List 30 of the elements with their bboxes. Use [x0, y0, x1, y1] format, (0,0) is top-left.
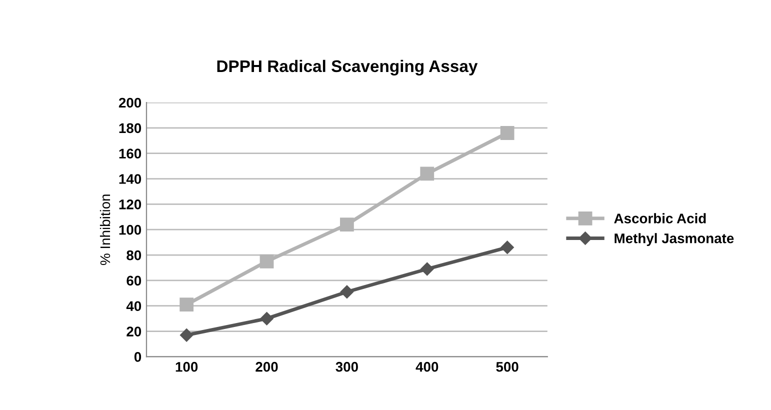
point: [340, 218, 354, 232]
y-tick-label: 80: [126, 250, 142, 260]
y-tick-label: 140: [119, 174, 142, 184]
y-tick-label: 200: [118, 98, 142, 108]
y-tick-label: 120: [119, 200, 142, 210]
legend-label: Methyl Jasmonate: [614, 233, 734, 246]
x-tick-label: 100: [176, 362, 198, 372]
point: [420, 262, 434, 276]
y-axis-title: % Inhibition: [100, 194, 110, 266]
point: [260, 312, 274, 326]
x-tick-label: 300: [336, 362, 358, 372]
y-tick-label: 40: [126, 301, 142, 312]
x-tick-label: 400: [416, 362, 438, 372]
y-tick-label: 180: [119, 123, 142, 134]
point: [500, 240, 514, 254]
point: [260, 254, 274, 268]
point: [180, 328, 194, 342]
legend-label: Ascorbic Acid: [614, 213, 706, 224]
point: [340, 285, 354, 298]
y-tick-label: 160: [119, 148, 142, 159]
y-tick-label: 100: [119, 224, 142, 235]
y-tick-label: 0: [134, 352, 142, 362]
x-tick-label: 500: [496, 362, 518, 372]
y-tick-label: 60: [126, 276, 142, 286]
chart-title: DPPH Radical Scavenging Assay: [217, 60, 478, 76]
x-tick-label: 200: [256, 362, 278, 372]
point: [180, 298, 194, 312]
y-tick-label: 20: [126, 326, 142, 336]
point: [420, 166, 434, 181]
point: [500, 126, 514, 140]
